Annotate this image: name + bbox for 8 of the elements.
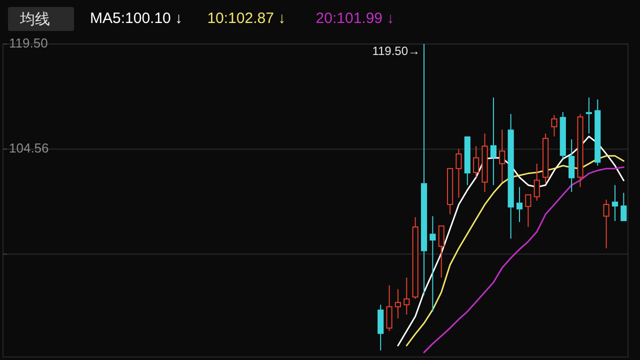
y-tick-label: 119.50	[9, 35, 48, 50]
annotation: 119.50→	[372, 44, 420, 58]
text: 均线	[19, 11, 50, 28]
text: MA5:100.10 ↓	[90, 10, 183, 27]
line-series	[423, 166, 624, 354]
y-tick-label: 104.56	[9, 140, 49, 156]
text: 20:101.99 ↓	[316, 10, 394, 27]
text: 10:102.87 ↓	[207, 10, 286, 27]
